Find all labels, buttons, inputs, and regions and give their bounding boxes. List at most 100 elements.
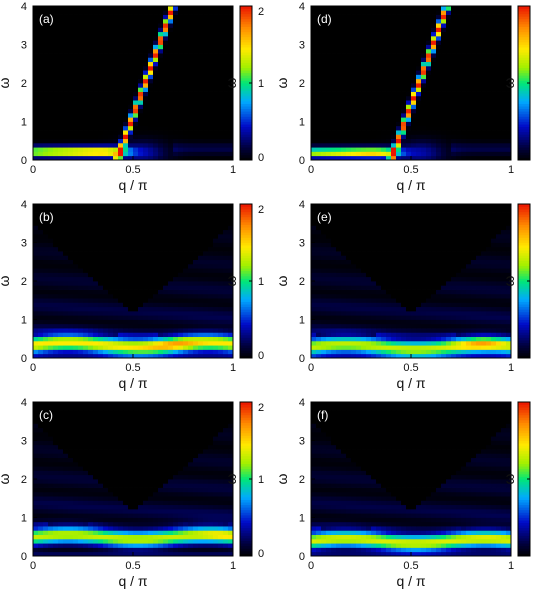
heatmap-cell xyxy=(188,496,194,501)
heatmap-cell xyxy=(83,402,89,407)
heatmap-cell xyxy=(193,31,199,37)
heatmap-cell xyxy=(118,302,124,308)
heatmap-cell xyxy=(68,302,74,308)
heatmap-cell xyxy=(178,18,184,24)
heatmap-cell xyxy=(103,151,109,157)
heatmap-cell xyxy=(53,212,59,218)
heatmap-cell xyxy=(228,281,234,286)
heatmap-cell xyxy=(331,83,337,88)
heatmap-cell xyxy=(63,216,69,222)
heatmap-cell xyxy=(68,87,74,92)
heatmap-cell xyxy=(133,440,139,446)
heatmap-cell xyxy=(356,142,362,148)
colorbar-segment xyxy=(240,265,252,269)
heatmap-cell xyxy=(58,147,64,152)
heatmap-cell xyxy=(33,61,39,67)
heatmap-cell xyxy=(148,319,154,325)
y-tick-label: 4 xyxy=(21,1,27,13)
heatmap-cell xyxy=(108,315,114,320)
heatmap-cell xyxy=(193,225,199,231)
heatmap-cell xyxy=(38,547,44,553)
heatmap-cell xyxy=(118,547,124,553)
heatmap-cell xyxy=(123,147,129,152)
heatmap-cell xyxy=(68,121,74,127)
heatmap-cell xyxy=(218,479,224,484)
heatmap-cell xyxy=(33,104,39,110)
heatmap-cell xyxy=(103,526,109,531)
heatmap-cell xyxy=(153,538,159,544)
heatmap-cell xyxy=(38,225,44,231)
heatmap-cell xyxy=(88,444,94,450)
heatmap-cell xyxy=(118,289,124,295)
heatmap-cell xyxy=(48,526,54,531)
heatmap-cell xyxy=(33,48,39,54)
heatmap-cell xyxy=(168,53,174,58)
heatmap-cell xyxy=(148,449,154,454)
heatmap-cell xyxy=(183,125,189,131)
heatmap-cell xyxy=(356,53,362,58)
heatmap-cell xyxy=(178,453,184,459)
heatmap-cell xyxy=(188,353,194,359)
heatmap-cell xyxy=(193,27,199,33)
heatmap-cell xyxy=(63,57,69,63)
heatmap-cell xyxy=(218,508,224,514)
heatmap-cell xyxy=(203,53,209,58)
heatmap-cell xyxy=(193,328,199,333)
heatmap-cell xyxy=(108,83,114,88)
heatmap-cell xyxy=(168,521,174,527)
heatmap-cell xyxy=(208,121,214,127)
heatmap-cell xyxy=(223,147,229,152)
heatmap-cell xyxy=(336,35,342,41)
heatmap-cell xyxy=(98,543,104,548)
heatmap-cell xyxy=(73,70,79,75)
heatmap-cell xyxy=(83,44,89,50)
heatmap-cell xyxy=(43,466,49,471)
heatmap-cell xyxy=(103,298,109,303)
heatmap-cell xyxy=(168,410,174,416)
heatmap-cell xyxy=(128,263,134,269)
heatmap-cell xyxy=(188,521,194,527)
heatmap-cell xyxy=(158,332,164,338)
heatmap-cell xyxy=(153,402,159,407)
heatmap-cell xyxy=(158,65,164,71)
heatmap-cell xyxy=(178,61,184,67)
heatmap-cell xyxy=(83,61,89,67)
heatmap-cell xyxy=(188,526,194,531)
heatmap-cell xyxy=(158,402,164,407)
heatmap-cell xyxy=(183,242,189,248)
heatmap-cell xyxy=(38,95,44,101)
heatmap-cell xyxy=(188,48,194,54)
heatmap-cell xyxy=(43,95,49,101)
colorbar-segment xyxy=(240,427,252,431)
heatmap-cell xyxy=(128,526,134,531)
heatmap-cell xyxy=(208,57,214,63)
heatmap-cell xyxy=(143,246,149,252)
heatmap-cell xyxy=(163,78,169,84)
heatmap-cell xyxy=(73,302,79,308)
heatmap-cell xyxy=(173,414,179,420)
heatmap-cell xyxy=(43,336,49,342)
heatmap-cell xyxy=(193,504,199,510)
heatmap-cell xyxy=(316,155,322,161)
heatmap-cell xyxy=(128,65,134,71)
heatmap-cell xyxy=(98,121,104,127)
heatmap-cell xyxy=(133,121,139,127)
heatmap-cell xyxy=(168,78,174,84)
heatmap-cell xyxy=(33,302,39,308)
heatmap-cell xyxy=(153,500,159,506)
heatmap-cell xyxy=(33,500,39,506)
heatmap-cell xyxy=(228,221,234,226)
heatmap-cell xyxy=(118,268,124,273)
heatmap-cell xyxy=(83,414,89,420)
heatmap-cell xyxy=(53,151,59,157)
heatmap-cell xyxy=(33,70,39,75)
heatmap-cell xyxy=(341,6,347,11)
heatmap-cell xyxy=(153,332,159,338)
y-tick-label: 0 xyxy=(21,551,27,563)
heatmap-cell xyxy=(113,293,119,299)
heatmap-cell xyxy=(48,74,54,80)
heatmap-cell xyxy=(53,436,59,441)
heatmap-cell xyxy=(38,259,44,265)
heatmap-cell xyxy=(203,466,209,471)
heatmap-cell xyxy=(43,251,49,256)
